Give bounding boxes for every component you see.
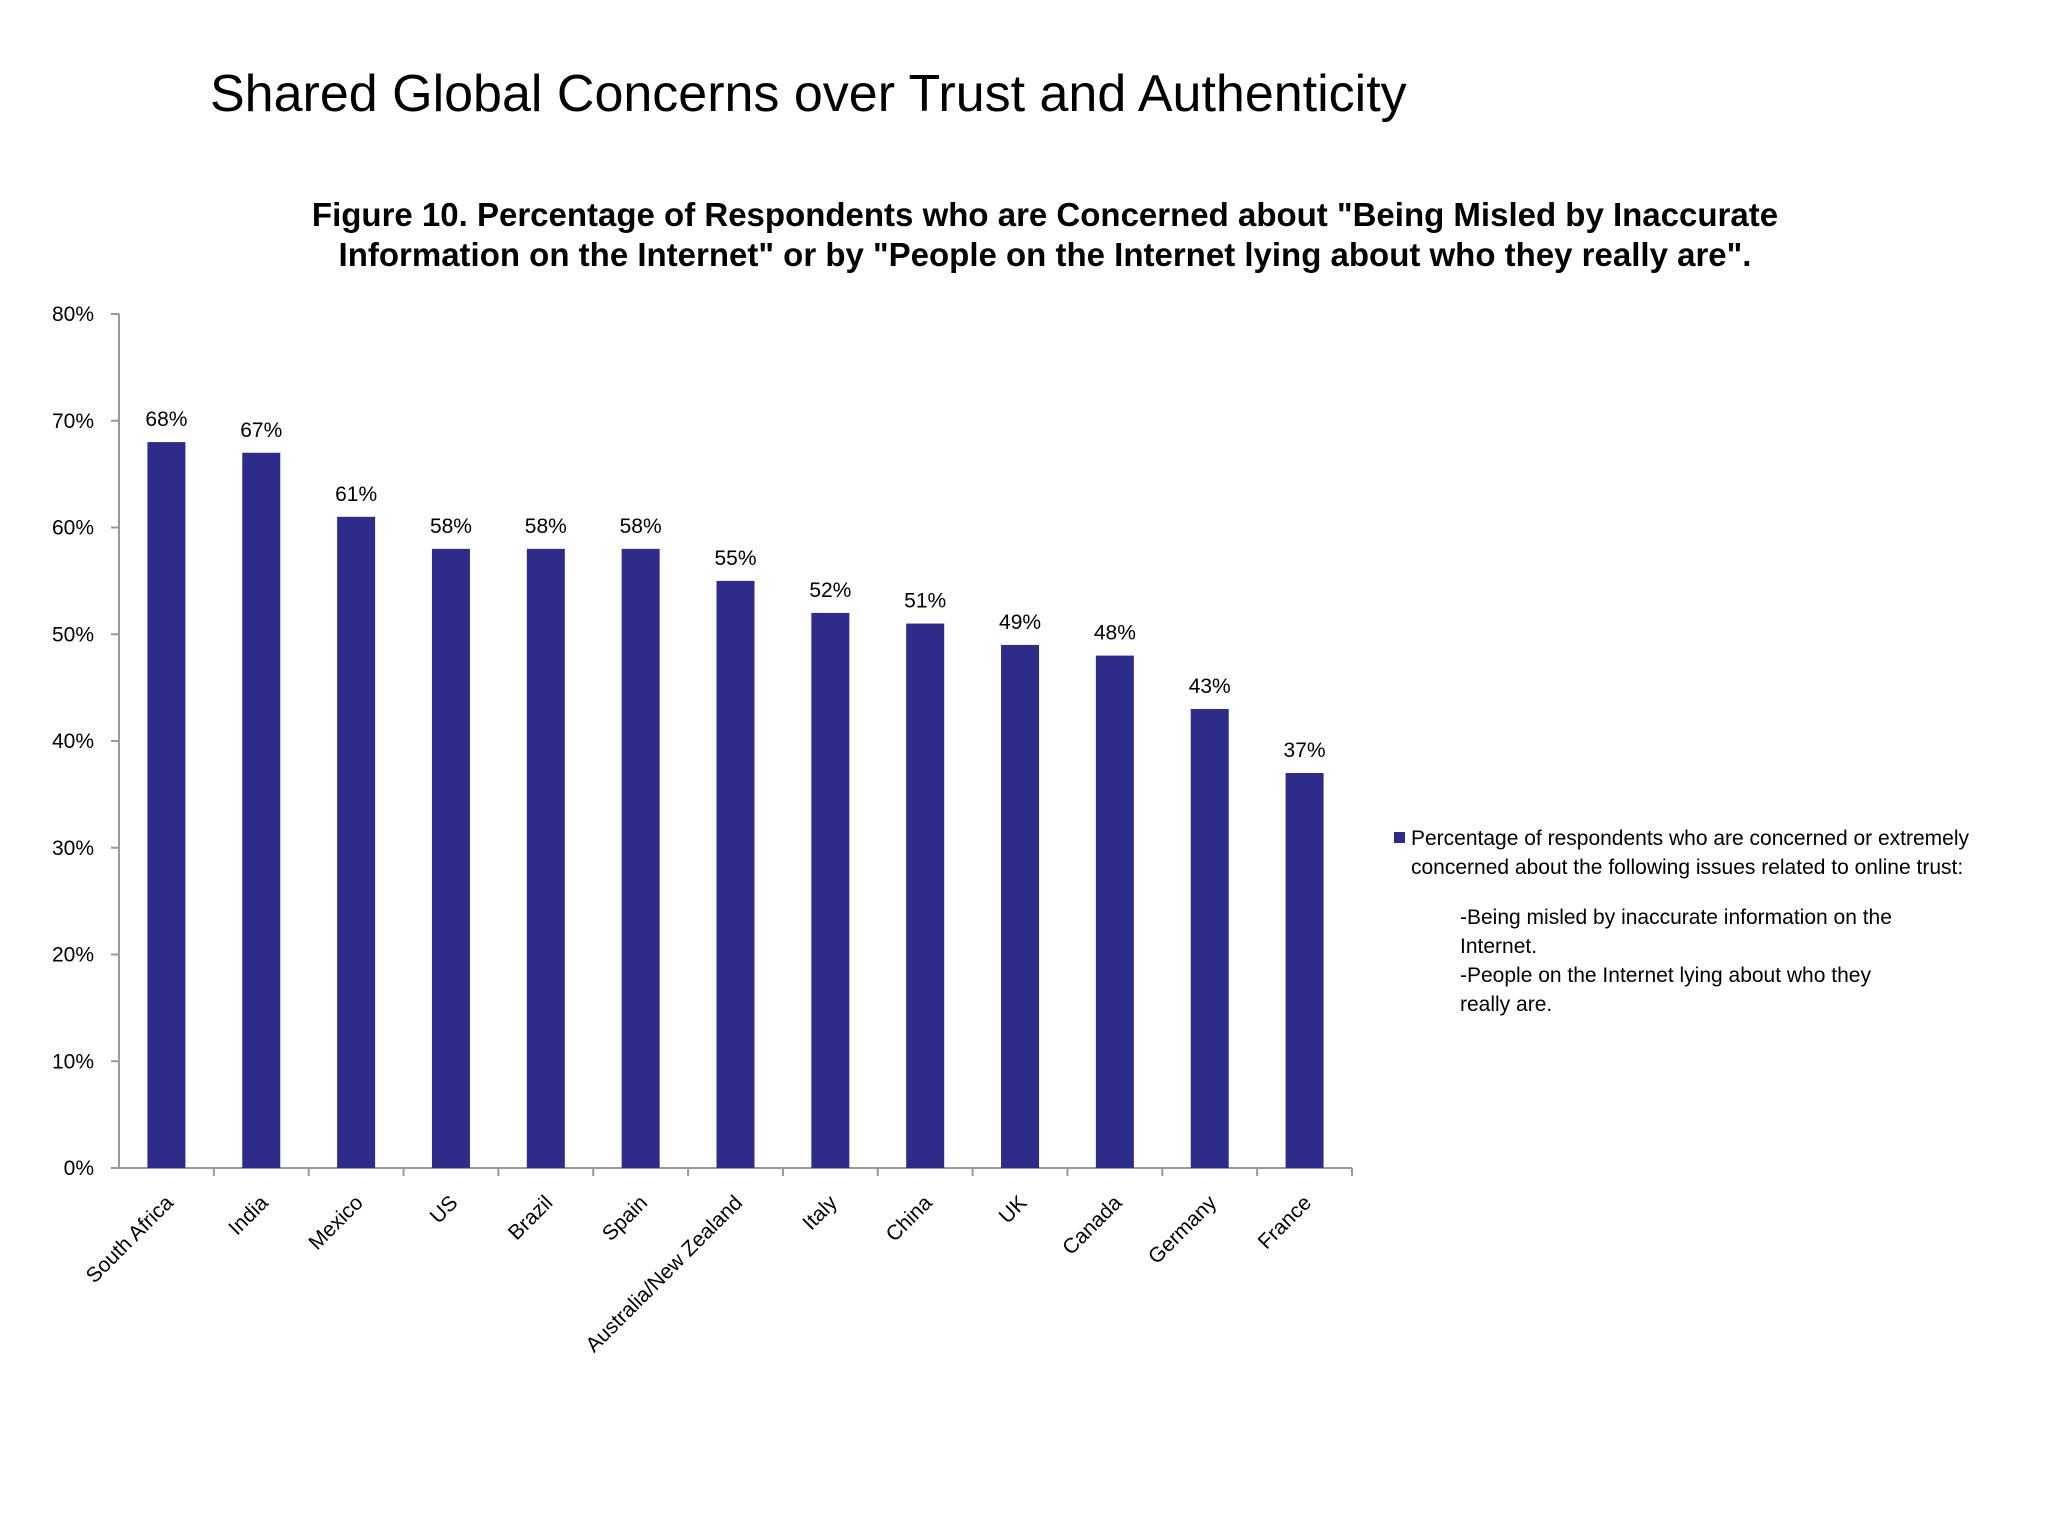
x-tick-label: US	[426, 1191, 463, 1228]
bar	[526, 548, 565, 1168]
y-tick-label: 10%	[52, 1050, 94, 1073]
x-tick-label: Australia/New Zealand	[581, 1191, 747, 1357]
legend-note: -Being misled by inaccurate information …	[1460, 906, 1892, 958]
bar-value-label: 51%	[904, 590, 946, 613]
y-tick-label: 0%	[64, 1157, 94, 1180]
x-tick-label: India	[224, 1191, 273, 1240]
bar-value-label: 68%	[145, 408, 187, 431]
bar	[147, 442, 186, 1169]
bar-value-label: 37%	[1284, 739, 1326, 762]
y-tick-label: 70%	[52, 410, 94, 433]
x-tick-label: Mexico	[304, 1191, 367, 1254]
bar-value-label: 67%	[240, 419, 282, 442]
bar-value-label: 58%	[620, 515, 662, 538]
legend-label: Percentage of respondents who are concer…	[1411, 827, 1969, 879]
x-tick-label: Germany	[1144, 1191, 1222, 1269]
x-tick-label: South Africa	[82, 1191, 179, 1288]
bar	[1001, 644, 1040, 1168]
legend-notes: -Being misled by inaccurate information …	[1460, 903, 1920, 1019]
bar-value-label: 55%	[714, 547, 756, 570]
legend-swatch	[1394, 832, 1405, 843]
bar	[1095, 655, 1134, 1168]
bar-value-label: 49%	[999, 611, 1041, 634]
chart-legend: Percentage of respondents who are concer…	[1394, 824, 2034, 1019]
x-tick-label: France	[1254, 1191, 1316, 1253]
bar	[811, 612, 850, 1168]
bar	[1285, 773, 1324, 1168]
y-tick-label: 30%	[52, 837, 94, 860]
y-tick-label: 20%	[52, 944, 94, 967]
x-tick-label: Canada	[1058, 1191, 1127, 1260]
bar-value-label: 58%	[430, 515, 472, 538]
x-tick-label: China	[882, 1191, 937, 1246]
x-tick-label: Italy	[798, 1191, 842, 1235]
legend-entry: Percentage of respondents who are concer…	[1394, 824, 2034, 882]
bar	[716, 580, 755, 1168]
slide-title: Shared Global Concerns over Trust and Au…	[210, 65, 1407, 123]
bar	[242, 452, 281, 1168]
y-tick-label: 40%	[52, 730, 94, 753]
bar	[906, 623, 945, 1168]
legend-note: -People on the Internet lying about who …	[1460, 964, 1871, 1016]
x-tick-label: Spain	[598, 1191, 652, 1245]
x-tick-label: Brazil	[504, 1191, 557, 1244]
bar-value-label: 61%	[335, 483, 377, 506]
chart-title: Figure 10. Percentage of Respondents who…	[311, 196, 1779, 273]
bar-value-label: 52%	[809, 579, 851, 602]
bar	[621, 548, 660, 1168]
bar-value-label: 48%	[1094, 622, 1136, 645]
y-tick-label: 50%	[52, 623, 94, 646]
bar-value-label: 43%	[1189, 675, 1231, 698]
y-tick-label: 60%	[52, 517, 94, 540]
bar	[1190, 708, 1229, 1168]
bar	[431, 548, 470, 1168]
x-tick-label: UK	[995, 1191, 1032, 1228]
y-tick-label: 80%	[52, 303, 94, 326]
bar-value-label: 58%	[525, 515, 567, 538]
bar	[337, 516, 376, 1168]
